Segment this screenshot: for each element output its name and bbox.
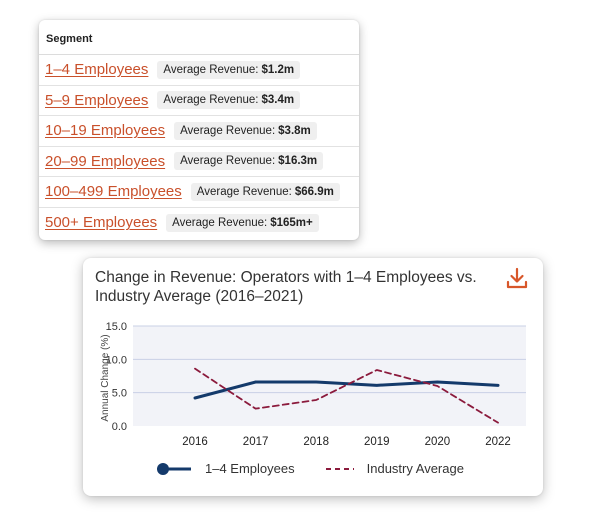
segment-card: Segment 1–4 Employees Average Revenue: $1.…	[39, 20, 359, 240]
x-tick-label: 2017	[243, 436, 269, 448]
segment-link[interactable]: 500+ Employees	[45, 214, 158, 232]
badge-label: Average Revenue:	[180, 155, 276, 168]
legend-label-series-2: Industry Average	[366, 461, 464, 476]
badge-label: Average Revenue:	[163, 94, 259, 107]
badge-label: Average Revenue:	[172, 216, 268, 229]
average-revenue-badge: Average Revenue: $3.8m	[174, 121, 317, 140]
legend-marker-dashed	[325, 467, 354, 470]
download-icon	[506, 267, 528, 289]
badge-value: $3.4m	[261, 94, 295, 107]
x-tick-label: 2019	[364, 436, 390, 448]
chart-legend: 1–4 Employees Industry Average	[155, 461, 464, 476]
x-tick-label: 2016	[182, 436, 208, 448]
badge-label: Average Revenue:	[180, 124, 276, 137]
legend-item-series-2: Industry Average	[325, 461, 464, 476]
segment-row: 20–99 Employees Average Revenue: $16.3m	[39, 147, 359, 177]
segment-header: Segment	[39, 20, 359, 55]
x-tick-label: 2018	[303, 436, 329, 448]
revenue-chart-card: Change in Revenue: Operators with 1–4 Em…	[83, 258, 543, 496]
segment-link[interactable]: 5–9 Employees	[45, 91, 149, 109]
y-tick-label: 0.0	[112, 421, 127, 433]
segment-link[interactable]: 20–99 Employees	[45, 152, 166, 170]
badge-value: $16.3m	[278, 155, 318, 168]
segment-list: 1–4 Employees Average Revenue: $1.2m 5–9 Em…	[39, 55, 359, 238]
legend-label-series-1: 1–4 Employees	[205, 461, 295, 476]
download-button[interactable]	[505, 266, 529, 292]
segment-link[interactable]: 10–19 Employees	[45, 122, 166, 140]
legend-item-series-1: 1–4 Employees	[155, 461, 295, 476]
badge-value: $165m+	[270, 216, 313, 229]
badge-value: $1.2m	[261, 63, 295, 76]
segment-row: 100–499 Employees Average Revenue: $66.9m	[39, 177, 359, 208]
badge-value: $3.8m	[278, 124, 311, 137]
segment-row: 5–9 Employees Average Revenue: $3.4m	[39, 86, 359, 116]
legend-marker-solid	[157, 462, 191, 475]
average-revenue-badge: Average Revenue: $1.2m	[157, 60, 301, 79]
segment-link[interactable]: 1–4 Employees	[45, 61, 149, 79]
x-tick-label: 2022	[485, 436, 511, 448]
y-axis-label: Annual Change (%)	[100, 334, 111, 421]
average-revenue-badge: Average Revenue: $16.3m	[174, 152, 324, 171]
series-line-1	[193, 380, 500, 400]
badge-label: Average Revenue:	[196, 185, 292, 198]
segment-row: 500+ Employees Average Revenue: $165m+	[39, 208, 359, 239]
average-revenue-badge: Average Revenue: $165m+	[166, 213, 319, 232]
y-tick-label: 15.0	[106, 321, 127, 333]
average-revenue-badge: Average Revenue: $66.9m	[190, 182, 340, 201]
plot-background	[133, 326, 526, 426]
line-chart: 15.0 10.0 5.0 0.0 2016 2017 2018 2019 2020 2022 An…	[100, 321, 526, 448]
segment-link[interactable]: 100–499 Employees	[45, 183, 182, 201]
average-revenue-badge: Average Revenue: $3.4m	[157, 91, 301, 110]
chart-title: Change in Revenue: Operators with 1–4 Em…	[95, 269, 477, 305]
y-tick-label: 10.0	[106, 354, 127, 366]
y-tick-label: 5.0	[112, 388, 127, 400]
badge-label: Average Revenue:	[163, 63, 259, 76]
segment-row: 10–19 Employees Average Revenue: $3.8m	[39, 116, 359, 147]
series-line-2	[194, 367, 499, 424]
x-tick-label: 2020	[425, 436, 451, 448]
segment-row: 1–4 Employees Average Revenue: $1.2m	[39, 55, 359, 86]
badge-value: $66.9m	[294, 185, 334, 198]
